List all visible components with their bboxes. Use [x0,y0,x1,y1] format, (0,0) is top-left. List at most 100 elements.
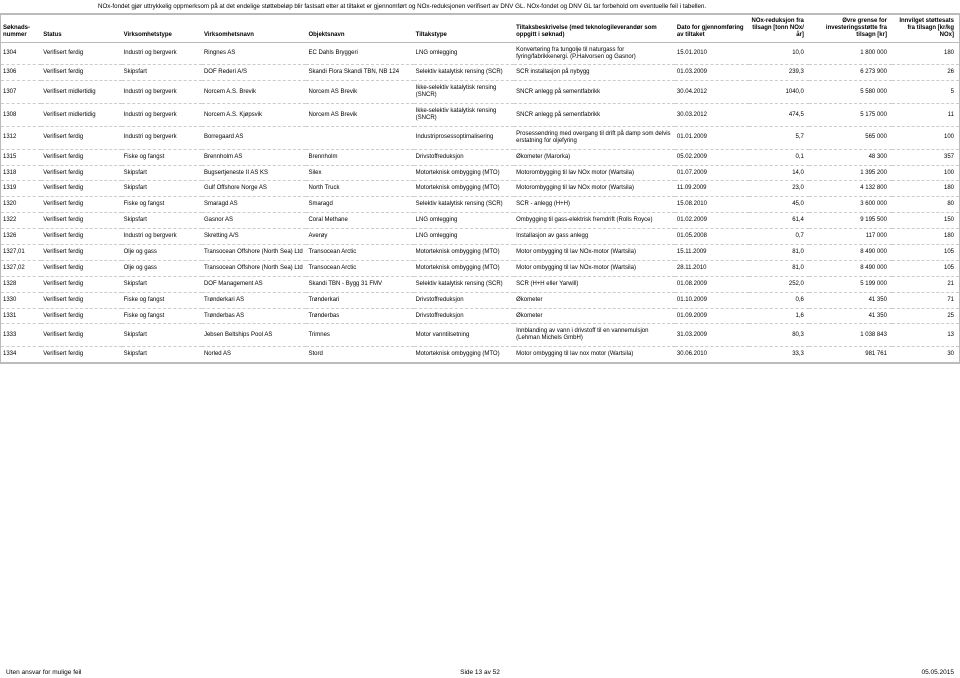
table-cell: Ombygging til gass-elektrisk fremdrift (… [514,213,675,229]
table-cell: 0,6 [749,292,809,308]
table-cell: 1331 [1,308,41,324]
table-cell: DOF Management AS [202,276,307,292]
table-cell: 8 490 000 [809,245,892,261]
table-cell: 1040,0 [749,81,809,104]
table-cell: Selektiv katalytisk rensing (SCR) [414,197,514,213]
table-cell: 981 761 [809,347,892,363]
table-cell: DOF Rederi A/S [202,65,307,81]
table-cell: Industri og bergverk [122,126,202,149]
table-cell: 1,6 [749,308,809,324]
table-cell: 1 395 200 [809,165,892,181]
table-cell: 33,3 [749,347,809,363]
table-cell: 1320 [1,197,41,213]
table-row: 1333Verifisert ferdigSkipsfartJebsen Bel… [1,324,959,347]
table-cell: Skandi TBN - Bygg 31 FMV [306,276,413,292]
table-cell: Smaragd [306,197,413,213]
table-row: 1322Verifisert ferdigSkipsfartGasnor ASC… [1,213,959,229]
table-cell: 1306 [1,65,41,81]
col-header: Innvilget støttesats fra tilsagn [kr/kg … [892,15,959,43]
table-cell: 1 038 843 [809,324,892,347]
table-cell: 01.09.2009 [675,308,749,324]
table-cell: 252,0 [749,276,809,292]
table-cell: Skipsfart [122,65,202,81]
table-cell: Trønderbas AS [202,308,307,324]
table-cell: 180 [892,181,959,197]
col-header: Øvre grense for investeringsstøtte fra t… [809,15,892,43]
table-row: 1328Verifisert ferdigSkipsfartDOF Manage… [1,276,959,292]
table-cell: 1318 [1,165,41,181]
table-cell: Verifisert midlertidig [41,81,121,104]
table-cell: 5 175 000 [809,104,892,127]
table-cell: Skipsfart [122,347,202,363]
table-cell: SNCR anlegg på sementfabrikk [514,81,675,104]
table-cell: 4 132 800 [809,181,892,197]
table-cell: Selektiv katalytisk rensing (SCR) [414,276,514,292]
table-cell: 1327,01 [1,245,41,261]
table-cell: Fiske og fangst [122,197,202,213]
table-cell: 71 [892,292,959,308]
col-header: Dato for gjennomføring av tiltaket [675,15,749,43]
table-cell: Verifisert ferdig [41,65,121,81]
table-cell: SNCR anlegg på sementfabrikk [514,104,675,127]
table-cell: 80,3 [749,324,809,347]
table-cell: 05.02.2009 [675,149,749,165]
table-cell: Verifisert ferdig [41,181,121,197]
table-cell: 30 [892,347,959,363]
table-cell: Norled AS [202,347,307,363]
table-cell: Verifisert midlertidig [41,104,121,127]
table-cell: Drivstoffreduksjon [414,149,514,165]
table-cell: 1334 [1,347,41,363]
table-row: 1304Verifisert ferdigIndustri og bergver… [1,42,959,65]
table-cell: 1307 [1,81,41,104]
table-cell: 11.09.2009 [675,181,749,197]
col-header: Virksomhetstype [122,15,202,43]
table-cell: Verifisert ferdig [41,126,121,149]
table-cell: Transocean Arctic [306,245,413,261]
page-footer: Uten ansvar for mulige feil Side 13 av 5… [0,669,960,676]
table-cell: LNG omlegging [414,213,514,229]
table-cell: 1312 [1,126,41,149]
table-row: 1308Verifisert midlertidigIndustri og be… [1,104,959,127]
table-cell: 239,3 [749,65,809,81]
table-header-row: Søknads-nummerStatusVirksomhetstypeVirks… [1,15,959,43]
table-cell: 15.11.2009 [675,245,749,261]
table-cell: Averøy [306,229,413,245]
table-cell: 1333 [1,324,41,347]
table-cell: 5 580 000 [809,81,892,104]
data-table: Søknads-nummerStatusVirksomhetstypeVirks… [1,14,959,363]
table-row: 1307Verifisert midlertidigIndustri og be… [1,81,959,104]
table-cell: Brennholm [306,149,413,165]
table-cell: 80 [892,197,959,213]
table-row: 1315Verifisert ferdigFiske og fangst Bren… [1,149,959,165]
table-cell: Skipsfart [122,213,202,229]
table-cell: 61,4 [749,213,809,229]
table-cell: Motorteknisk ombygging (MTO) [414,181,514,197]
table-cell: Industri og bergverk [122,42,202,65]
table-cell [306,126,413,149]
col-header: Søknads-nummer [1,15,41,43]
table-cell: 1322 [1,213,41,229]
table-cell: Ikke-selektiv katalytisk rensing (SNCR) [414,81,514,104]
table-cell: Verifisert ferdig [41,42,121,65]
table-cell: 117 000 [809,229,892,245]
table-cell: Skandi Flora Skandi TBN, NB 124 [306,65,413,81]
table-cell: 14,0 [749,165,809,181]
table-cell: Verifisert ferdig [41,276,121,292]
table-cell: 1315 [1,149,41,165]
table-cell: Drivstoffreduksjon [414,292,514,308]
table-cell: 23,0 [749,181,809,197]
table-cell: Verifisert ferdig [41,165,121,181]
table-row: 1318Verifisert ferdigSkipsfartBugsertjen… [1,165,959,181]
table-row: 1312Verifisert ferdigIndustri og bergver… [1,126,959,149]
table-row: 1320Verifisert ferdigFiske og fangstSmar… [1,197,959,213]
table-cell: Verifisert ferdig [41,149,121,165]
table-cell: Silex [306,165,413,181]
col-header: Objektsnavn [306,15,413,43]
table-cell: North Truck [306,181,413,197]
table-cell: 48 300 [809,149,892,165]
table-cell: Olje og gass [122,245,202,261]
table-cell: Transocean Arctic [306,260,413,276]
table-cell: Fiske og fangst [122,149,202,165]
table-cell: 3 600 000 [809,197,892,213]
table-cell: 5,7 [749,126,809,149]
